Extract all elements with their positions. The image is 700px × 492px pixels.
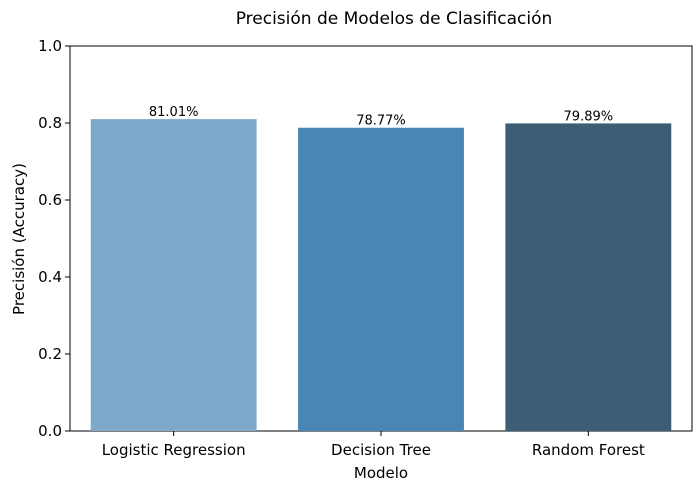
x-tick-label: Logistic Regression xyxy=(102,441,246,459)
y-tick-label: 1.0 xyxy=(38,37,62,55)
y-axis-label: Precisión (Accuracy) xyxy=(10,163,28,315)
plot-area: 81.01% 78.77% 79.89% xyxy=(69,45,693,432)
data-label-decision-tree: 78.77% xyxy=(356,114,406,129)
y-tick-label: 0.0 xyxy=(38,422,62,440)
data-labels-group: 81.01% 78.77% 79.89% xyxy=(149,105,613,129)
x-axis-label: Modelo xyxy=(354,464,408,482)
bar-random-forest xyxy=(505,123,672,432)
y-tick-label: 0.6 xyxy=(38,191,62,209)
y-tick-label: 0.8 xyxy=(38,114,62,132)
data-label-logistic-regression: 81.01% xyxy=(149,105,199,120)
bar-decision-tree xyxy=(298,127,464,432)
y-tick-label: 0.4 xyxy=(38,268,62,286)
x-axis: Logistic Regression Decision Tree Random F… xyxy=(102,431,645,459)
x-tick-label: Decision Tree xyxy=(331,441,431,459)
bar-logistic-regression xyxy=(90,119,257,432)
x-tick-label: Random Forest xyxy=(532,441,645,459)
y-tick-label: 0.2 xyxy=(38,345,62,363)
y-axis: 0.0 0.2 0.4 0.6 0.8 1.0 xyxy=(38,37,70,440)
bars-group xyxy=(90,119,672,432)
data-label-random-forest: 79.89% xyxy=(564,109,614,124)
chart-title: Precisión de Modelos de Clasificación xyxy=(236,9,553,29)
